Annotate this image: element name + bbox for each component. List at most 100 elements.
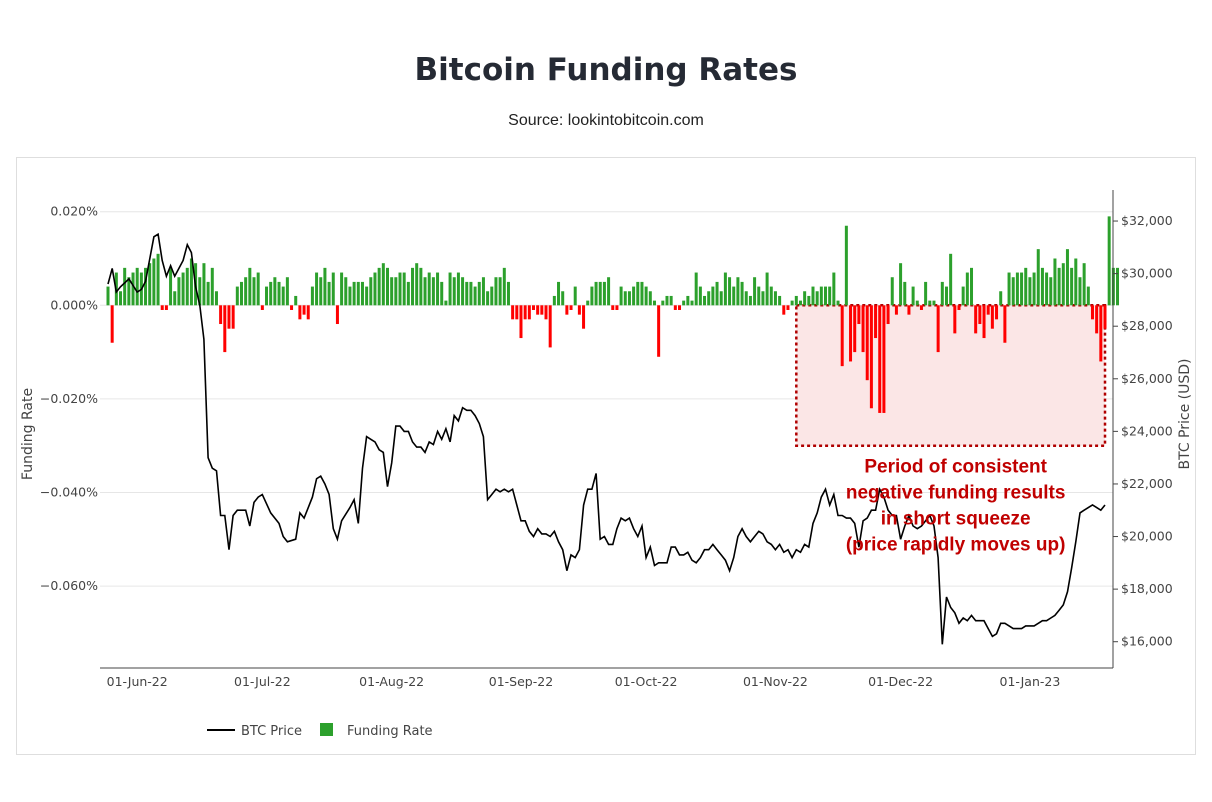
funding-bar bbox=[690, 300, 694, 306]
funding-bar bbox=[310, 286, 314, 306]
funding-bar bbox=[573, 286, 577, 306]
funding-bar bbox=[661, 300, 665, 306]
funding-bar bbox=[623, 291, 627, 306]
funding-bar bbox=[778, 295, 782, 306]
funding-bar bbox=[306, 305, 310, 320]
funding-bar bbox=[903, 281, 907, 306]
funding-bar bbox=[577, 305, 581, 315]
funding-bar bbox=[970, 267, 974, 306]
x-tick-label: 01-Sep-22 bbox=[489, 674, 553, 689]
funding-bar bbox=[753, 277, 757, 306]
funding-bar bbox=[1040, 267, 1044, 306]
funding-bar bbox=[944, 286, 948, 306]
legend-label-btc-price: BTC Price bbox=[241, 724, 302, 739]
right-axis-ticks: $32,000 $30,000 $28,000 $26,000 $24,000 $22,0… bbox=[1113, 213, 1173, 649]
funding-bar bbox=[185, 267, 189, 306]
funding-bar bbox=[657, 305, 661, 357]
funding-bar bbox=[899, 263, 903, 306]
funding-bar bbox=[273, 277, 277, 306]
annotation-line: Period of consistent bbox=[864, 457, 1047, 478]
funding-bar bbox=[819, 286, 823, 306]
funding-bar bbox=[219, 305, 223, 325]
funding-bar bbox=[423, 277, 427, 306]
funding-bar bbox=[206, 281, 210, 306]
funding-bar bbox=[798, 300, 802, 306]
funding-bar bbox=[598, 281, 602, 306]
funding-bar bbox=[607, 277, 611, 306]
funding-bar bbox=[461, 277, 465, 306]
funding-bar bbox=[769, 286, 773, 306]
funding-bar bbox=[1074, 258, 1078, 306]
funding-bar bbox=[1053, 258, 1057, 306]
funding-bar bbox=[173, 291, 177, 306]
funding-bar bbox=[1015, 272, 1019, 306]
funding-bar bbox=[544, 305, 548, 320]
legend-square-symbol bbox=[320, 723, 333, 736]
funding-bar bbox=[611, 305, 615, 310]
funding-bar bbox=[711, 286, 715, 306]
funding-bar bbox=[319, 277, 323, 306]
funding-bar bbox=[473, 286, 477, 306]
axes bbox=[100, 190, 1114, 669]
funding-bar bbox=[849, 305, 853, 362]
funding-bar bbox=[953, 305, 957, 334]
funding-bar bbox=[648, 291, 652, 306]
funding-bar bbox=[615, 305, 619, 310]
funding-bar bbox=[748, 295, 752, 306]
funding-bar bbox=[557, 281, 561, 306]
funding-bar bbox=[519, 305, 523, 339]
funding-bar bbox=[148, 263, 152, 306]
funding-bar bbox=[844, 225, 848, 306]
funding-bar bbox=[477, 281, 481, 306]
funding-bar bbox=[961, 286, 965, 306]
funding-bar bbox=[144, 267, 148, 306]
funding-bar bbox=[765, 272, 769, 306]
funding-bar bbox=[565, 305, 569, 315]
funding-bar bbox=[682, 300, 686, 306]
funding-bar bbox=[352, 281, 356, 306]
right-tick-label: $26,000 bbox=[1121, 371, 1173, 386]
funding-bar bbox=[110, 305, 114, 343]
funding-bar bbox=[340, 272, 344, 306]
funding-bar bbox=[131, 272, 135, 306]
funding-bar bbox=[786, 305, 790, 310]
funding-bar bbox=[252, 277, 256, 306]
funding-bar bbox=[469, 281, 473, 306]
funding-bar bbox=[365, 286, 369, 306]
funding-bar bbox=[715, 281, 719, 306]
funding-bar bbox=[636, 281, 640, 306]
funding-bar bbox=[678, 305, 682, 310]
funding-bar bbox=[290, 305, 294, 310]
funding-bar bbox=[315, 272, 319, 306]
negative-funding-highlight bbox=[795, 304, 1107, 447]
funding-bar bbox=[957, 305, 961, 310]
funding-bar bbox=[523, 305, 527, 320]
funding-bar bbox=[794, 295, 798, 306]
funding-bar bbox=[853, 305, 857, 353]
funding-bar bbox=[1036, 249, 1040, 306]
left-axis-title: Funding Rate bbox=[20, 388, 36, 480]
funding-bar bbox=[169, 267, 173, 306]
funding-bar bbox=[894, 305, 898, 315]
funding-bar bbox=[1086, 286, 1090, 306]
funding-bar bbox=[106, 286, 110, 306]
funding-bar bbox=[202, 263, 206, 306]
funding-bar bbox=[761, 291, 765, 306]
funding-bar bbox=[164, 305, 168, 310]
funding-bar bbox=[540, 305, 544, 315]
legend: BTC Price Funding Rate bbox=[207, 723, 433, 739]
funding-bar bbox=[360, 281, 364, 306]
chart-title: Bitcoin Funding Rates bbox=[414, 52, 798, 88]
funding-bar bbox=[736, 277, 740, 306]
funding-bar bbox=[348, 286, 352, 306]
funding-bar bbox=[569, 305, 573, 310]
funding-bar bbox=[431, 277, 435, 306]
funding-bar bbox=[1011, 277, 1015, 306]
left-axis-ticks: 0.020% 0.000% −0.020% −0.040% −0.060% bbox=[40, 204, 98, 593]
funding-bar bbox=[861, 305, 865, 353]
funding-bar bbox=[436, 272, 440, 306]
funding-bar bbox=[824, 286, 828, 306]
funding-bar bbox=[369, 277, 373, 306]
funding-bar bbox=[1028, 277, 1032, 306]
funding-bar bbox=[828, 286, 832, 306]
